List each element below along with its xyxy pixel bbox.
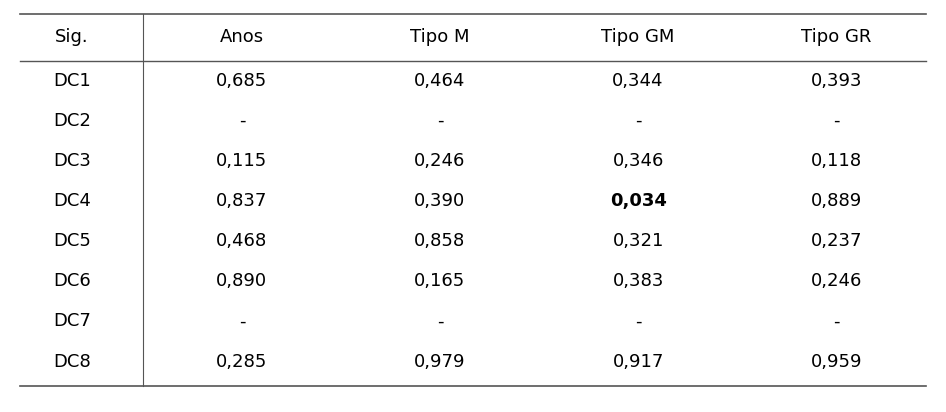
Text: 0,837: 0,837: [217, 192, 268, 210]
Text: -: -: [635, 312, 641, 330]
Text: DC6: DC6: [53, 272, 91, 290]
Text: -: -: [238, 312, 245, 330]
Text: 0,979: 0,979: [414, 353, 465, 370]
Text: 0,237: 0,237: [811, 232, 862, 250]
Text: 0,685: 0,685: [217, 72, 268, 90]
Text: 0,959: 0,959: [811, 353, 862, 370]
Text: 0,246: 0,246: [414, 152, 465, 170]
Text: 0,034: 0,034: [609, 192, 667, 210]
Text: 0,890: 0,890: [217, 272, 268, 290]
Text: 0,346: 0,346: [612, 152, 664, 170]
Text: Tipo M: Tipo M: [411, 28, 470, 46]
Text: -: -: [437, 112, 444, 130]
Text: 0,118: 0,118: [811, 152, 862, 170]
Text: 0,390: 0,390: [414, 192, 465, 210]
Text: DC1: DC1: [53, 72, 91, 90]
Text: DC5: DC5: [53, 232, 91, 250]
Text: 0,858: 0,858: [414, 232, 465, 250]
Text: Tipo GM: Tipo GM: [602, 28, 674, 46]
Text: 0,468: 0,468: [217, 232, 268, 250]
Text: 0,393: 0,393: [811, 72, 862, 90]
Text: Anos: Anos: [219, 28, 264, 46]
Text: 0,383: 0,383: [612, 272, 664, 290]
Text: DC8: DC8: [53, 353, 91, 370]
Text: -: -: [832, 112, 839, 130]
Text: 0,344: 0,344: [612, 72, 664, 90]
Text: DC3: DC3: [53, 152, 91, 170]
Text: 0,285: 0,285: [217, 353, 268, 370]
Text: DC4: DC4: [53, 192, 91, 210]
Text: -: -: [437, 312, 444, 330]
Text: 0,321: 0,321: [612, 232, 664, 250]
Text: 0,889: 0,889: [811, 192, 862, 210]
Text: -: -: [635, 112, 641, 130]
Text: 0,464: 0,464: [414, 72, 465, 90]
Text: DC7: DC7: [53, 312, 91, 330]
Text: DC2: DC2: [53, 112, 91, 130]
Text: 0,115: 0,115: [217, 152, 268, 170]
Text: 0,917: 0,917: [612, 353, 664, 370]
Text: Sig.: Sig.: [55, 28, 89, 46]
Text: Tipo GR: Tipo GR: [801, 28, 871, 46]
Text: -: -: [832, 312, 839, 330]
Text: 0,165: 0,165: [414, 272, 465, 290]
Text: 0,246: 0,246: [811, 272, 862, 290]
Text: -: -: [238, 112, 245, 130]
